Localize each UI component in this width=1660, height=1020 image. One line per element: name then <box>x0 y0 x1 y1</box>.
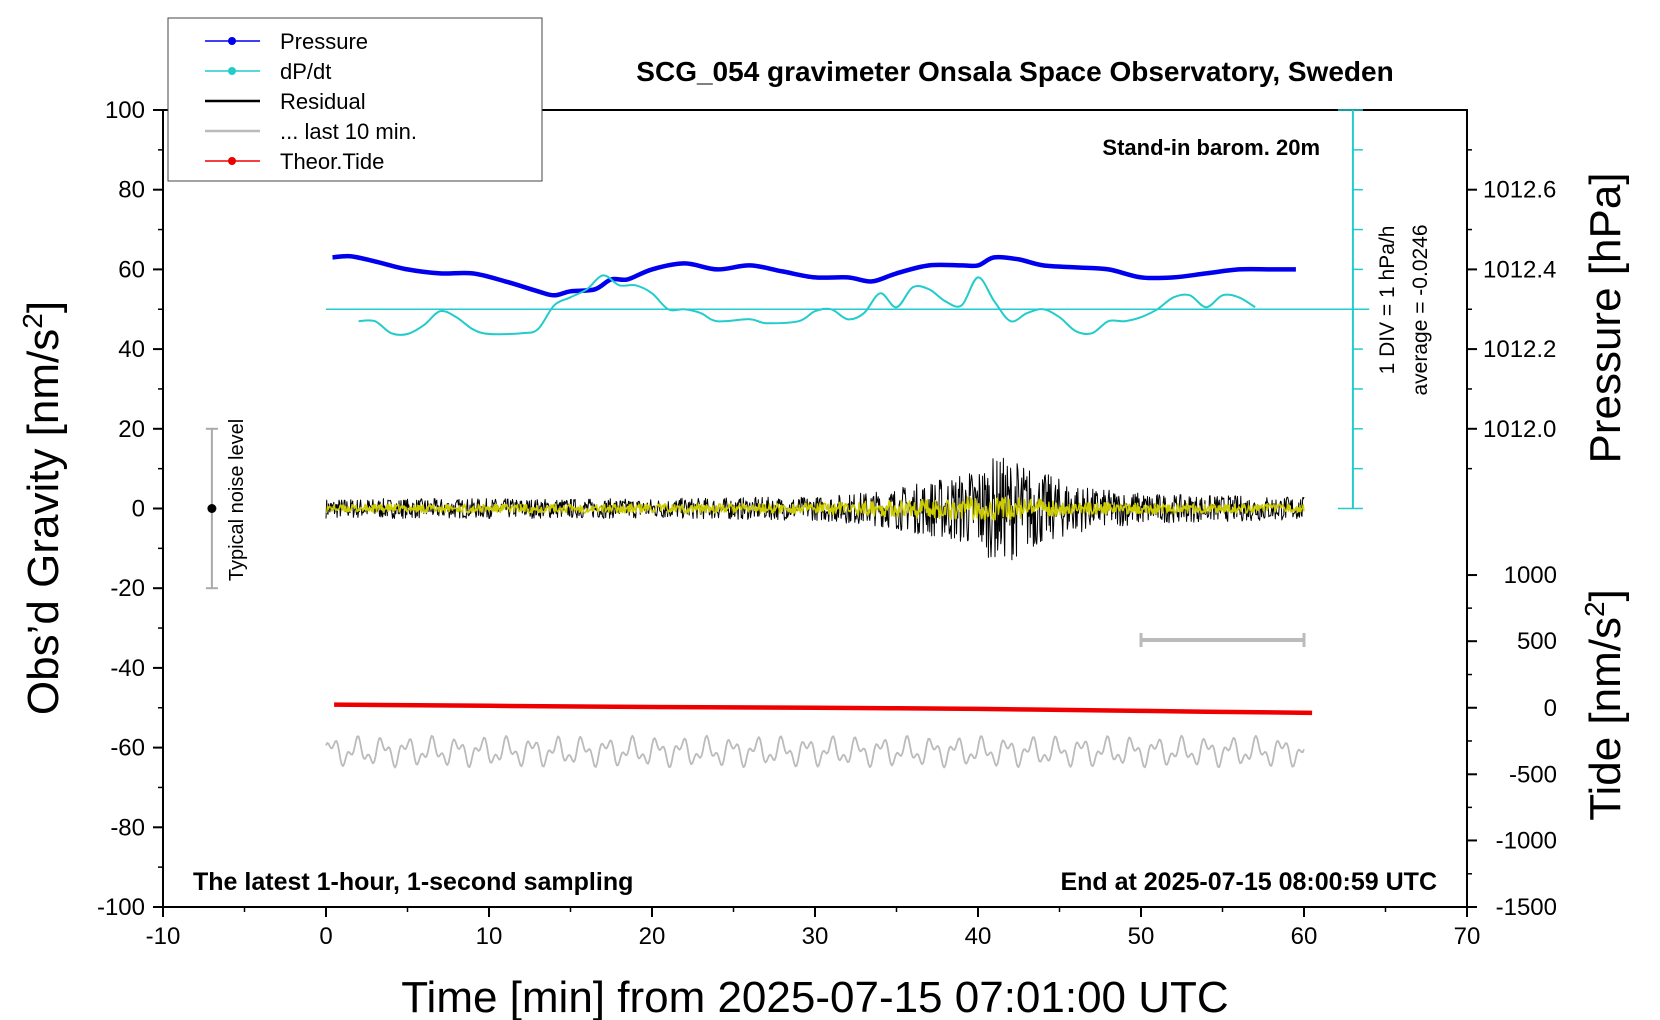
pressure-series <box>332 253 1296 298</box>
tide-series <box>334 702 1313 716</box>
dpdt-series <box>358 274 1256 336</box>
noise-bar-dot <box>207 504 217 513</box>
barometer-label: Stand-in barom. 20m <box>1102 135 1320 160</box>
average-label: average = -0.0246 <box>1409 224 1432 395</box>
legend-label: dP/dt <box>280 59 331 84</box>
y-tick-label: -20 <box>110 575 145 602</box>
y-axis-title-left-sup: 2 <box>17 313 48 329</box>
legend-marker <box>228 67 236 75</box>
pressure-axis-ticks: 1012.6 1012.4 1012.2 1012.0 <box>1467 149 1556 470</box>
tide-tick-label: -500 <box>1509 761 1557 788</box>
scale-markers <box>205 109 1363 648</box>
bottom-right-label: End at 2025-07-15 08:00:59 UTC <box>1060 868 1437 896</box>
legend-label: Theor.Tide <box>280 149 384 174</box>
tide-tick-label: 1000 <box>1504 562 1557 589</box>
y-axis-title-tide-sup: 2 <box>1579 601 1610 617</box>
y-axis-ticks: 100 80 60 40 20 0 -20 -40 -60 -80 -100 <box>97 97 163 921</box>
tide-tick-label: -1500 <box>1496 894 1557 921</box>
x-tick-label: 60 <box>1291 923 1318 950</box>
pressure-tick-label: 1012.2 <box>1483 336 1556 363</box>
legend-label: Residual <box>280 89 366 114</box>
noise-label: Typical noise level <box>226 419 248 581</box>
tide-axis-ticks: 1000 500 0 -500 -1000 -1500 <box>1467 562 1557 921</box>
legend-label: Pressure <box>280 29 368 54</box>
x-tick-label: -10 <box>146 923 181 950</box>
last-10-min-series <box>325 734 1305 769</box>
x-tick-label: 30 <box>802 923 829 950</box>
y-tick-label: -100 <box>97 894 145 921</box>
y-tick-label: 100 <box>105 97 145 124</box>
y-axis-title-tide: Tide [nm/s2] <box>1579 589 1630 821</box>
y-tick-label: 80 <box>118 177 145 204</box>
y-axis-title-pressure: Pressure [hPa] <box>1581 172 1630 463</box>
x-tick-label: 70 <box>1454 923 1481 950</box>
legend-marker <box>228 157 236 165</box>
tide-tick-label: -1000 <box>1496 827 1557 854</box>
x-axis-title: Time [min] from 2025-07-15 07:01:00 UTC <box>401 973 1228 1020</box>
bottom-left-label: The latest 1-hour, 1-second sampling <box>193 868 633 896</box>
x-tick-label: 50 <box>1128 923 1155 950</box>
legend-box <box>167 17 543 182</box>
chart-title: SCG_054 gravimeter Onsala Space Observat… <box>636 56 1393 87</box>
x-tick-label: 20 <box>639 923 666 950</box>
x-tick-label: 40 <box>965 923 992 950</box>
y-tick-label: 20 <box>118 416 145 443</box>
y-tick-label: -80 <box>110 814 145 841</box>
y-tick-label: -40 <box>110 655 145 682</box>
tide-tick-label: 0 <box>1544 695 1557 722</box>
pressure-tick-label: 1012.4 <box>1483 256 1556 283</box>
data-series <box>325 253 1370 769</box>
y-axis-title-left: Obs’d Gravity [nm/s2] <box>17 301 68 715</box>
y-tick-label: 0 <box>132 496 145 523</box>
pressure-tick-label: 1012.0 <box>1483 416 1556 443</box>
x-tick-label: 0 <box>319 923 332 950</box>
x-axis-ticks: -10 0 10 20 30 40 50 60 70 <box>146 907 1481 950</box>
y-tick-label: 60 <box>118 256 145 283</box>
legend-marker <box>228 37 236 45</box>
x-tick-label: 10 <box>476 923 503 950</box>
residual-smoothed-series <box>325 496 1305 521</box>
residual-series <box>325 457 1305 561</box>
y-tick-label: 40 <box>118 336 145 363</box>
pressure-tick-label: 1012.6 <box>1483 177 1556 204</box>
legend-label: ... last 10 min. <box>280 119 417 144</box>
legend: Pressure dP/dt Residual ... last 10 min. The… <box>167 17 543 182</box>
div-label: 1 DIV = 1 hPa/h <box>1376 226 1399 375</box>
tide-tick-label: 500 <box>1517 628 1557 655</box>
y-tick-label: -60 <box>110 735 145 762</box>
